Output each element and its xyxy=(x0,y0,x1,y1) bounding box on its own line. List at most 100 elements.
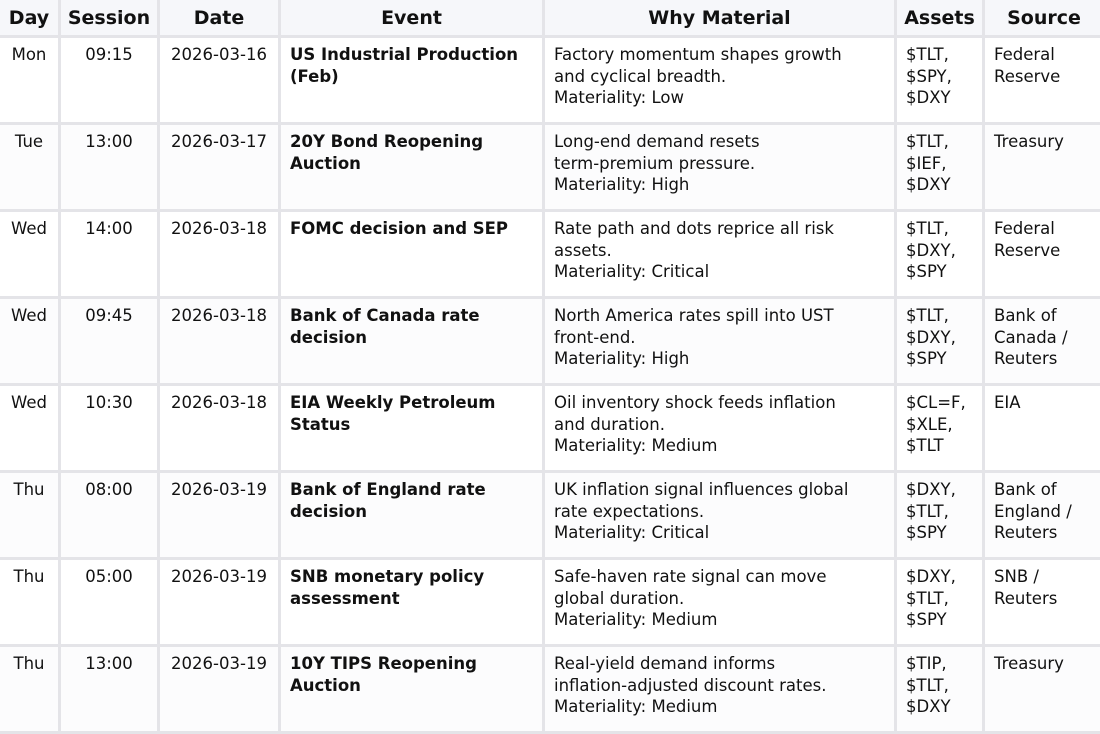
asset-ticker: $DXY, xyxy=(906,327,956,347)
materiality-line: Materiality: High xyxy=(554,349,690,368)
session-cell: 13:00 xyxy=(61,647,157,731)
day-cell: Wed xyxy=(0,212,58,296)
asset-ticker: $TLT, xyxy=(906,219,949,238)
why-line: and cyclical breadth. xyxy=(554,66,727,86)
day-cell: Thu xyxy=(0,473,58,557)
column-header-assets[interactable]: Assets xyxy=(897,0,982,35)
date-cell: 2026-03-17 xyxy=(160,125,278,209)
date-cell: 2026-03-19 xyxy=(160,560,278,644)
why-material-cell: Oil inventory shock feeds inflation and … xyxy=(545,386,894,470)
why-material-cell: UK inflation signal influences global ra… xyxy=(545,473,894,557)
source-text: Bank of England / Reuters xyxy=(994,480,1072,542)
why-line: rate expectations. xyxy=(554,501,705,521)
assets-cell: $TLT, $SPY, $DXY xyxy=(897,38,982,122)
event-cell: 20Y Bond Reopening Auction xyxy=(281,125,542,209)
assets-cell: $TLT, $DXY, $SPY xyxy=(897,212,982,296)
asset-ticker: $TIP, xyxy=(906,654,947,673)
asset-ticker: $XLE, xyxy=(906,414,953,434)
session-cell: 13:00 xyxy=(61,125,157,209)
asset-ticker: $DXY xyxy=(906,697,951,716)
date-cell: 2026-03-19 xyxy=(160,647,278,731)
column-header-why-material[interactable]: Why Material xyxy=(545,0,894,35)
asset-ticker: $TLT, xyxy=(906,132,949,151)
materiality-line: Materiality: Medium xyxy=(554,610,718,629)
table-row: Wed 14:00 2026-03-18 FOMC decision and S… xyxy=(0,212,1100,296)
date-cell: 2026-03-18 xyxy=(160,299,278,383)
asset-ticker: $SPY xyxy=(906,523,947,542)
asset-ticker: $TLT, xyxy=(906,588,949,608)
day-cell: Thu xyxy=(0,560,58,644)
why-material-cell: Long-end demand resets term-premium pres… xyxy=(545,125,894,209)
day-cell: Wed xyxy=(0,299,58,383)
column-header-day[interactable]: Day xyxy=(0,0,58,35)
event-cell: EIA Weekly Petroleum Status xyxy=(281,386,542,470)
session-cell: 08:00 xyxy=(61,473,157,557)
asset-ticker: $TLT, xyxy=(906,45,949,64)
source-cell: EIA xyxy=(985,386,1100,470)
column-header-source[interactable]: Source xyxy=(985,0,1100,35)
event-cell: FOMC decision and SEP xyxy=(281,212,542,296)
header-row: Day Session Date Event Why Material Asse… xyxy=(0,0,1100,35)
source-cell: Bank of England / Reuters xyxy=(985,473,1100,557)
event-cell: 10Y TIPS Reopening Auction xyxy=(281,647,542,731)
why-line: Safe-haven rate signal can move xyxy=(554,567,827,586)
day-cell: Mon xyxy=(0,38,58,122)
table-row: Tue 13:00 2026-03-17 20Y Bond Reopening … xyxy=(0,125,1100,209)
assets-cell: $TIP, $TLT, $DXY xyxy=(897,647,982,731)
materiality-line: Materiality: Critical xyxy=(554,523,710,542)
asset-ticker: $SPY xyxy=(906,610,947,629)
asset-ticker: $IEF, xyxy=(906,153,947,173)
assets-cell: $TLT, $IEF, $DXY xyxy=(897,125,982,209)
materiality-line: Materiality: Critical xyxy=(554,262,710,281)
why-line: inflation-adjusted discount rates. xyxy=(554,675,827,695)
asset-ticker: $DXY, xyxy=(906,480,956,499)
column-header-session[interactable]: Session xyxy=(61,0,157,35)
date-cell: 2026-03-19 xyxy=(160,473,278,557)
why-material-cell: Rate path and dots reprice all risk asse… xyxy=(545,212,894,296)
source-text: Federal Reserve xyxy=(994,45,1061,86)
asset-ticker: $DXY, xyxy=(906,240,956,260)
why-line: Rate path and dots reprice all risk xyxy=(554,219,834,238)
why-line: North America rates spill into UST xyxy=(554,306,834,325)
asset-ticker: $DXY xyxy=(906,175,951,194)
why-line: assets. xyxy=(554,240,612,260)
asset-ticker: $SPY, xyxy=(906,66,952,86)
table-header: Day Session Date Event Why Material Asse… xyxy=(0,0,1100,35)
table-row: Wed 09:45 2026-03-18 Bank of Canada rate… xyxy=(0,299,1100,383)
source-cell: Federal Reserve xyxy=(985,212,1100,296)
table-row: Wed 10:30 2026-03-18 EIA Weekly Petroleu… xyxy=(0,386,1100,470)
table-row: Thu 13:00 2026-03-19 10Y TIPS Reopening … xyxy=(0,647,1100,731)
materiality-line: Materiality: Medium xyxy=(554,697,718,716)
why-material-cell: Factory momentum shapes growth and cycli… xyxy=(545,38,894,122)
why-material-cell: Safe-haven rate signal can move global d… xyxy=(545,560,894,644)
session-cell: 09:15 xyxy=(61,38,157,122)
why-line: Oil inventory shock feeds inflation xyxy=(554,393,836,412)
why-line: UK inflation signal influences global xyxy=(554,480,849,499)
source-text: Treasury xyxy=(994,132,1064,151)
why-line: front-end. xyxy=(554,327,636,347)
why-line: term-premium pressure. xyxy=(554,153,756,173)
why-line: global duration. xyxy=(554,588,685,608)
why-line: and duration. xyxy=(554,414,665,434)
why-line: Long-end demand resets xyxy=(554,132,760,151)
source-text: Treasury xyxy=(994,654,1064,673)
day-cell: Tue xyxy=(0,125,58,209)
table-body: Mon 09:15 2026-03-16 US Industrial Produ… xyxy=(0,38,1100,731)
assets-cell: $TLT, $DXY, $SPY xyxy=(897,299,982,383)
column-header-date[interactable]: Date xyxy=(160,0,278,35)
table-row: Thu 08:00 2026-03-19 Bank of England rat… xyxy=(0,473,1100,557)
asset-ticker: $DXY xyxy=(906,88,951,107)
asset-ticker: $SPY xyxy=(906,262,947,281)
source-text: EIA xyxy=(994,393,1021,412)
materiality-line: Materiality: Medium xyxy=(554,436,718,455)
day-cell: Thu xyxy=(0,647,58,731)
assets-cell: $DXY, $TLT, $SPY xyxy=(897,560,982,644)
event-cell: Bank of Canada rate decision xyxy=(281,299,542,383)
asset-ticker: $TLT, xyxy=(906,675,949,695)
table-row: Mon 09:15 2026-03-16 US Industrial Produ… xyxy=(0,38,1100,122)
why-line: Factory momentum shapes growth xyxy=(554,45,842,64)
asset-ticker: $SPY xyxy=(906,349,947,368)
source-text: SNB / Reuters xyxy=(994,567,1058,608)
column-header-event[interactable]: Event xyxy=(281,0,542,35)
session-cell: 14:00 xyxy=(61,212,157,296)
